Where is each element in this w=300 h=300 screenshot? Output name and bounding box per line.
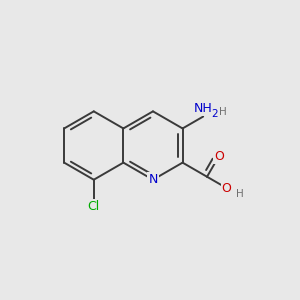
Text: Cl: Cl xyxy=(88,200,100,213)
Text: 2: 2 xyxy=(211,109,218,119)
Text: NH: NH xyxy=(194,102,212,115)
Text: O: O xyxy=(214,150,224,163)
Text: H: H xyxy=(236,189,243,199)
Text: H: H xyxy=(219,107,226,117)
Text: N: N xyxy=(148,173,158,186)
Text: O: O xyxy=(221,182,231,195)
